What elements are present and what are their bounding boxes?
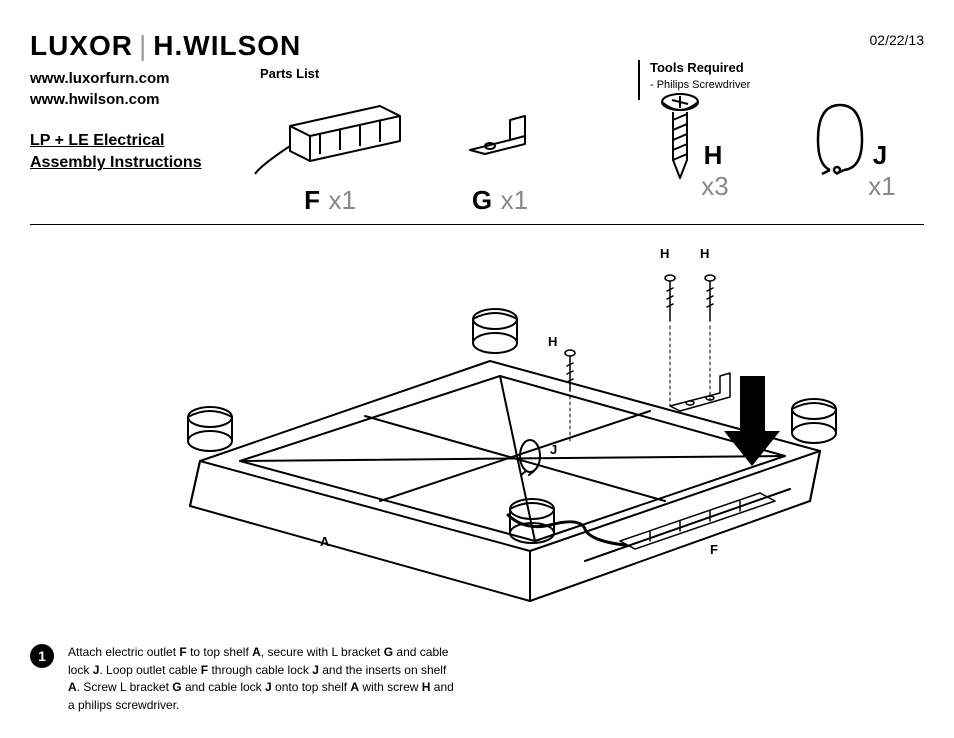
callout-h-2: H: [700, 246, 709, 261]
url-2: www.hwilson.com: [30, 89, 169, 110]
l-bracket-icon: [450, 110, 550, 176]
step-text: Attach electric outlet F to top shelf A,…: [68, 644, 460, 714]
header-parts-row: Parts List Tools Required - Philips Scre…: [260, 60, 924, 215]
title-line-1: LP + LE Electrical: [30, 132, 164, 149]
callout-a: A: [320, 534, 329, 549]
brand-2: H.WILSON: [153, 30, 301, 61]
part-h-qty: x3: [701, 171, 728, 201]
logo-divider: |: [139, 30, 147, 61]
part-g: G x1: [450, 110, 550, 216]
part-j-letter: J: [873, 140, 887, 170]
part-j-qty: x1: [868, 171, 895, 201]
callout-h-1: H: [660, 246, 669, 261]
callout-g: G: [748, 378, 758, 393]
brand-1: LUXOR: [30, 30, 133, 61]
brand-logo: LUXOR|H.WILSON: [30, 30, 301, 62]
part-j: J x1: [780, 90, 900, 191]
title-line-2: Assembly Instructions: [30, 154, 202, 171]
part-f: F x1: [250, 96, 410, 216]
tools-required-label: Tools Required: [650, 60, 750, 75]
step-1: 1 Attach electric outlet F to top shelf …: [30, 644, 460, 714]
part-f-qty: x1: [328, 185, 355, 215]
callout-j: J: [550, 442, 557, 457]
divider-line: [30, 224, 924, 225]
urls-block: www.luxorfurn.com www.hwilson.com: [30, 68, 169, 110]
part-g-letter: G: [472, 185, 492, 215]
part-h-letter: H: [704, 140, 723, 170]
parts-list-label: Parts List: [260, 66, 319, 81]
callout-h-3: H: [548, 334, 557, 349]
url-1: www.luxorfurn.com: [30, 68, 169, 89]
part-h: H x3: [630, 90, 730, 191]
callout-f: F: [710, 542, 718, 557]
document-date: 02/22/13: [870, 32, 925, 48]
part-g-qty: x1: [501, 185, 528, 215]
assembly-diagram: H H H G J A F: [30, 234, 924, 608]
part-f-letter: F: [304, 185, 320, 215]
document-title: LP + LE Electrical Assembly Instructions: [30, 130, 230, 175]
step-number-badge: 1: [30, 644, 54, 668]
power-strip-icon: [250, 96, 410, 176]
